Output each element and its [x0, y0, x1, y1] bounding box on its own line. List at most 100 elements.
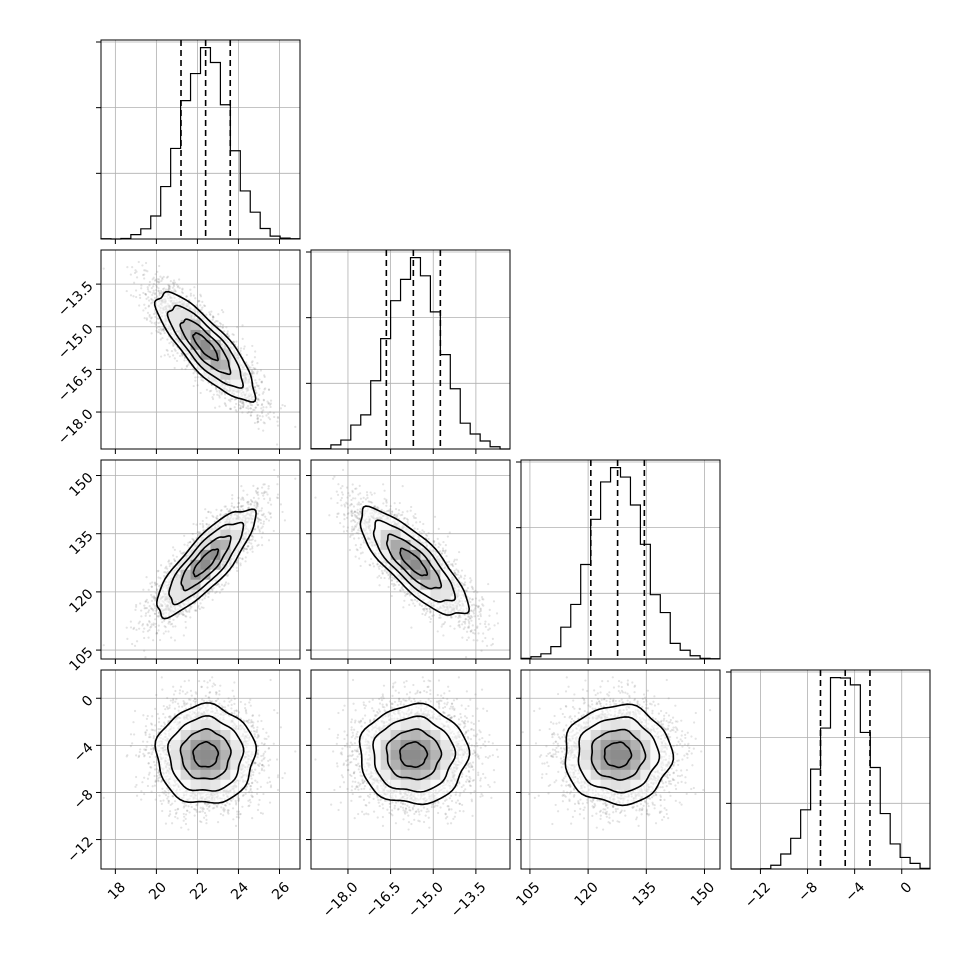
- scatter-point: [172, 354, 175, 357]
- scatter-point: [189, 288, 192, 291]
- scatter-point: [154, 273, 157, 276]
- scatter-point: [229, 400, 232, 403]
- scatter-point: [166, 349, 169, 352]
- scatter-point: [176, 352, 179, 355]
- scatter-point: [268, 418, 272, 421]
- scatter-point: [249, 414, 252, 417]
- scatter-point: [255, 391, 258, 395]
- scatter-point: [193, 370, 197, 373]
- scatter-point: [189, 607, 192, 610]
- scatter-point: [194, 379, 197, 382]
- scatter-point: [276, 417, 280, 420]
- scatter-point: [238, 403, 241, 406]
- scatter-point: [181, 292, 184, 295]
- contour-3: [153, 290, 257, 403]
- scatter-point: [181, 287, 184, 290]
- scatter-point: [162, 329, 165, 333]
- scatter-point: [144, 261, 148, 265]
- scatter-point: [223, 330, 226, 333]
- scatter-point: [208, 590, 212, 593]
- scatter-point: [152, 276, 155, 279]
- scatter-point: [276, 475, 280, 478]
- scatter-point: [235, 410, 238, 413]
- scatter-point: [134, 289, 138, 292]
- scatter-point: [135, 295, 138, 299]
- scatter-point: [143, 303, 146, 306]
- scatter-point: [157, 328, 161, 331]
- scatter-point: [267, 402, 270, 405]
- scatter-point: [168, 355, 171, 358]
- scatter-point: [262, 398, 265, 401]
- scatter-point: [248, 538, 251, 542]
- scatter-point: [141, 273, 145, 277]
- scatter-point: [256, 370, 259, 373]
- scatter-point: [159, 327, 162, 330]
- scatter-point: [208, 311, 211, 314]
- scatter-point: [262, 406, 265, 409]
- scatter-point: [247, 410, 250, 414]
- scatter-point: [172, 282, 175, 285]
- scatter-point: [251, 344, 254, 348]
- scatter-point: [174, 290, 177, 293]
- scatter-point: [209, 313, 212, 316]
- scatter-point: [125, 289, 128, 293]
- scatter-point: [150, 317, 153, 320]
- scatter-point: [262, 429, 265, 432]
- scatter-point: [211, 598, 214, 601]
- scatter-point: [147, 304, 151, 307]
- scatter-point: [158, 292, 161, 295]
- scatter-point: [256, 416, 260, 420]
- scatter-point: [222, 311, 225, 314]
- scatter-point: [254, 390, 257, 393]
- scatter-point: [241, 337, 244, 340]
- scatter-point: [266, 400, 269, 403]
- scatter-point: [257, 427, 260, 430]
- scatter-point: [152, 312, 156, 316]
- scatter-point: [262, 409, 265, 412]
- scatter-point: [256, 491, 260, 494]
- scatter-point: [261, 411, 264, 415]
- scatter-point: [214, 406, 217, 409]
- scatter-point: [154, 278, 157, 281]
- scatter-point: [265, 491, 268, 494]
- scatter-point: [246, 363, 249, 367]
- scatter-point: [253, 356, 257, 359]
- scatter-point: [155, 631, 159, 634]
- scatter-point: [146, 311, 150, 314]
- scatter-point: [213, 321, 216, 324]
- scatter-point: [199, 304, 202, 307]
- scatter-point: [173, 357, 176, 360]
- scatter-point: [251, 360, 254, 363]
- scatter-point: [161, 336, 164, 340]
- scatter-point: [233, 398, 236, 401]
- scatter-point: [256, 414, 259, 418]
- scatter-point: [137, 622, 140, 625]
- scatter-point: [160, 329, 163, 332]
- scatter-point: [226, 330, 229, 333]
- scatter-point: [155, 321, 158, 324]
- scatter-point: [233, 406, 236, 409]
- scatter-point: [161, 278, 164, 281]
- scatter-point: [141, 264, 144, 267]
- scatter-point: [150, 287, 153, 290]
- scatter-point: [143, 317, 146, 320]
- scatter-point: [159, 332, 162, 335]
- scatter-point: [267, 388, 271, 391]
- scatter-point: [209, 313, 212, 316]
- contours: [153, 290, 257, 403]
- scatter-point: [249, 503, 252, 506]
- scatter-point: [267, 416, 270, 419]
- scatter-point: [155, 329, 158, 332]
- scatter-point: [199, 391, 202, 395]
- scatter-point: [276, 424, 280, 427]
- scatter-point: [135, 276, 139, 279]
- scatter-point: [250, 369, 253, 372]
- scatter-point: [133, 271, 137, 275]
- scatter-point: [170, 622, 174, 625]
- scatter-point: [258, 393, 261, 396]
- scatter-point: [169, 280, 172, 283]
- scatter-point: [126, 266, 129, 269]
- scatter-point: [143, 607, 146, 610]
- scatter-point: [218, 394, 221, 397]
- scatter-point: [257, 385, 260, 388]
